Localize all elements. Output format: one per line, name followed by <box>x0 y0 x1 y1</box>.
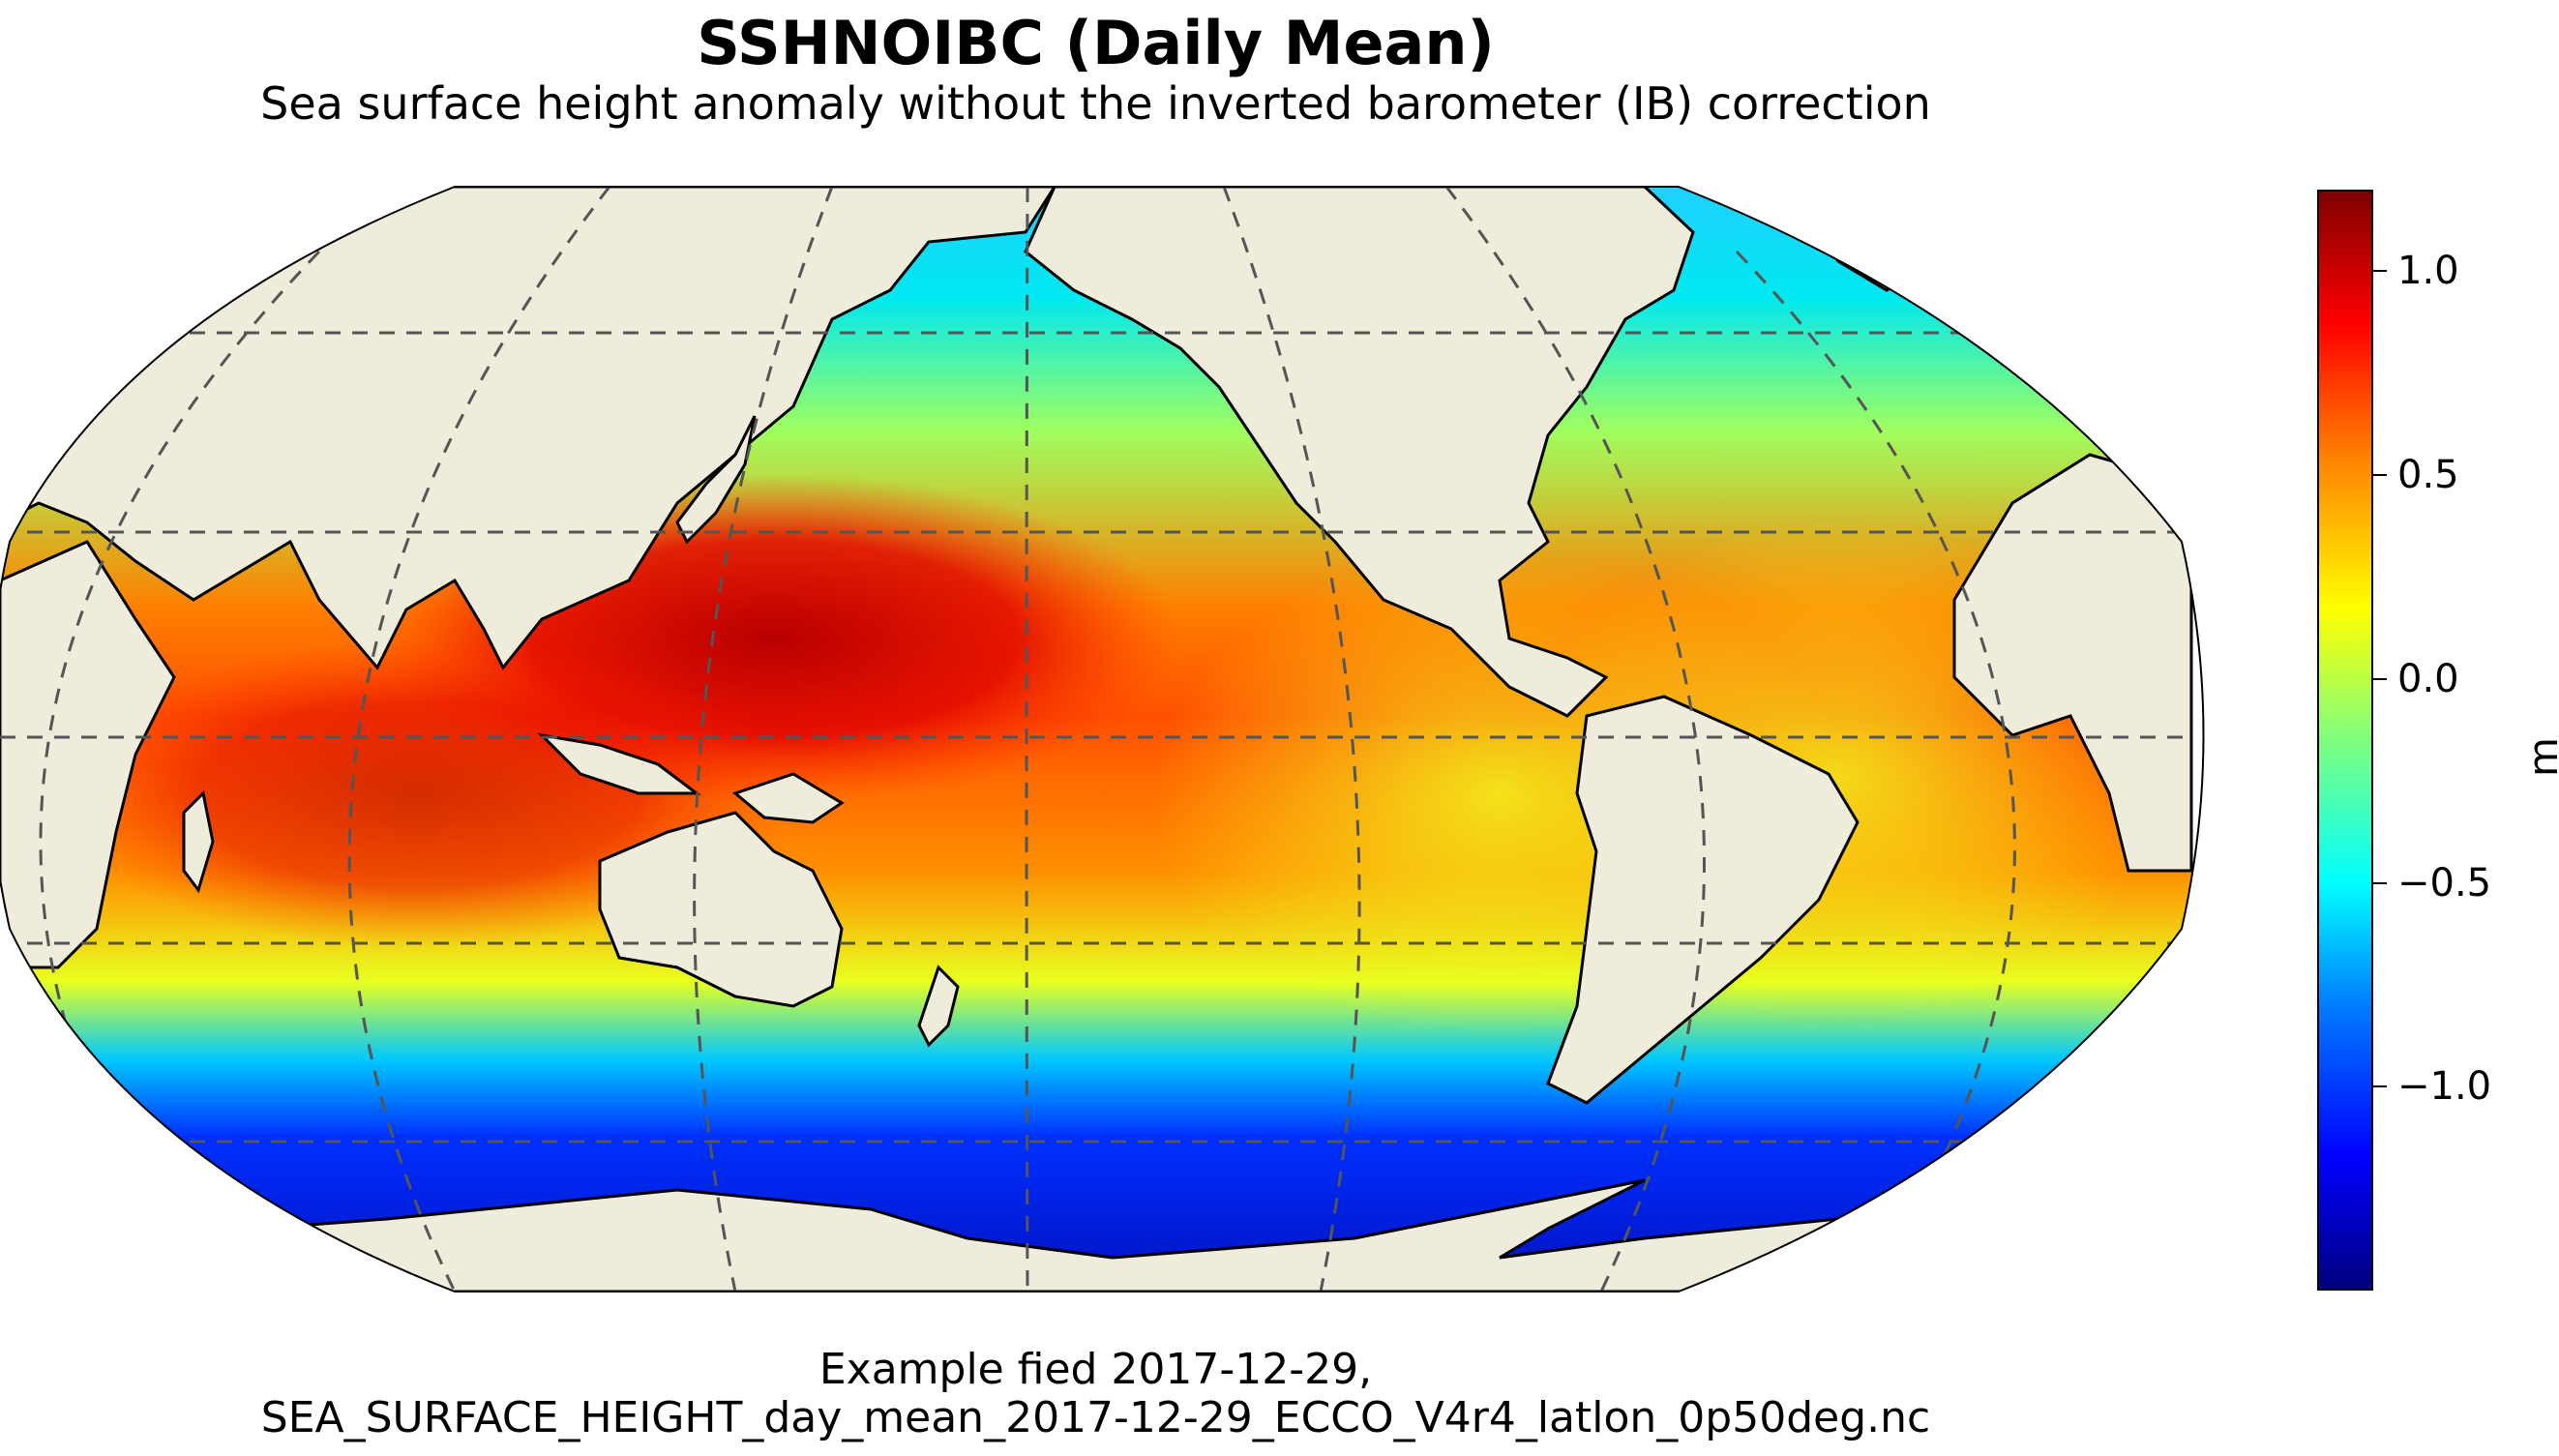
colorbar-tick-label: 0.5 <box>2397 453 2459 498</box>
eurasia-landmass <box>0 187 1057 670</box>
figure-subtitle: Sea surface height anomaly without the i… <box>260 77 1931 130</box>
colorbar-tick-mark <box>2373 1085 2387 1088</box>
australia-landmass <box>598 811 844 1008</box>
japan-island <box>675 415 757 545</box>
colorbar-tick-mark <box>2373 677 2387 680</box>
colorbar-tick-mark <box>2373 474 2387 477</box>
caption-line-1: Example fied 2017-12-29, <box>818 1345 1373 1394</box>
madagascar-island <box>182 789 215 894</box>
globe-outline <box>0 186 2205 1293</box>
colorbar <box>2317 190 2373 1291</box>
colorbar-tick-label: −0.5 <box>2397 860 2492 906</box>
new-guinea-island <box>731 772 845 824</box>
new-zealand-island <box>917 965 960 1048</box>
africa-east-landmass <box>1952 453 2193 873</box>
south-america-landmass <box>1546 695 1860 1105</box>
land-masses <box>0 187 2193 1292</box>
caption-line-2: SEA_SURFACE_HEIGHT_day_mean_2017-12-29_E… <box>260 1393 1931 1442</box>
north-america-landmass <box>1024 187 1695 718</box>
colorbar-tick-mark <box>2373 881 2387 884</box>
colorbar-tick-label: 1.0 <box>2397 249 2459 294</box>
colorbar-tick-label: −1.0 <box>2397 1064 2492 1110</box>
ocean-field <box>0 187 2193 1292</box>
colorbar-tick-mark <box>2373 270 2387 273</box>
colorbar-tick-label: 0.0 <box>2397 656 2459 701</box>
colorbar-label: m <box>2519 737 2559 777</box>
figure-title: SSHNOIBC (Daily Mean) <box>697 8 1495 78</box>
